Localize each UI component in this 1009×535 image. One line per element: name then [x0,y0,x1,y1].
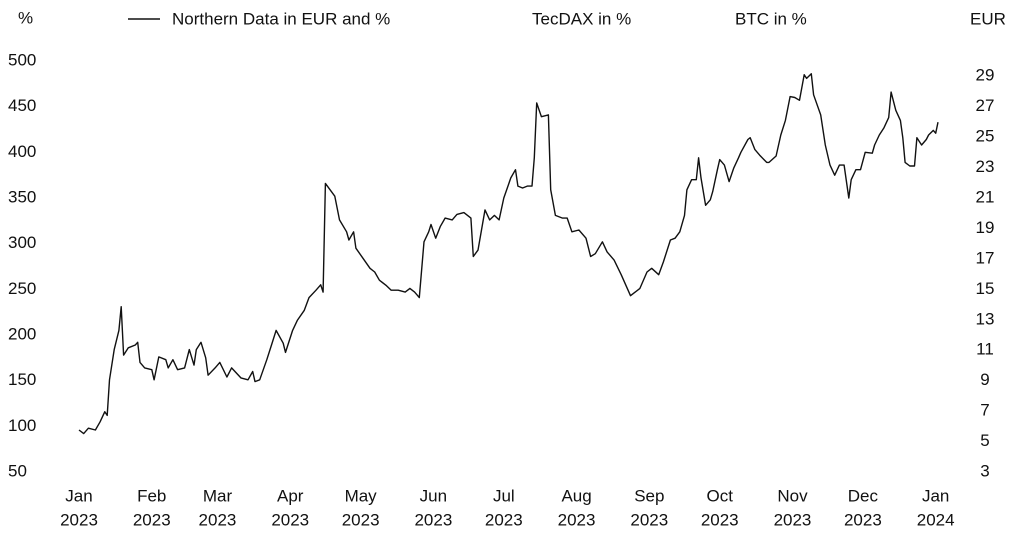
x-tick-year: 2023 [199,510,237,529]
x-tick-year: 2023 [133,510,171,529]
x-tick-label: Sep [634,486,664,505]
x-tick-label: Nov [777,486,808,505]
legend-label: BTC in % [735,9,807,28]
x-tick-year: 2023 [271,510,309,529]
x-tick-label: Feb [137,486,166,505]
x-tick-label: Mar [203,486,233,505]
y2-tick-label: 7 [980,401,989,420]
y-tick-label: 400 [8,142,36,161]
x-tick-label: Jan [65,486,92,505]
x-tick-year: 2023 [414,510,452,529]
x-tick-year: 2023 [630,510,668,529]
x-tick-label: Jun [420,486,447,505]
y-tick-label: 200 [8,324,36,343]
y2-tick-label: 17 [976,248,995,267]
y2-tick-label: 25 [976,127,995,146]
x-tick-label: Dec [848,486,879,505]
x-tick-label: Apr [277,486,304,505]
y2-tick-label: 27 [976,96,995,115]
y2-tick-label: 29 [976,66,995,85]
y-tick-label: 100 [8,416,36,435]
y-tick-label: 300 [8,233,36,252]
y-tick-label: 150 [8,370,36,389]
y2-tick-label: 19 [976,218,995,237]
x-tick-year: 2023 [701,510,739,529]
x-tick-label: Oct [707,486,734,505]
y-tick-label: 500 [8,50,36,69]
x-tick-year: 2024 [917,510,955,529]
x-tick-year: 2023 [774,510,812,529]
y2-tick-label: 9 [980,370,989,389]
y-axis-label: % [18,8,33,27]
y2-tick-label: 15 [976,279,995,298]
x-tick-year: 2023 [342,510,380,529]
x-tick-year: 2023 [844,510,882,529]
x-tick-label: May [345,486,378,505]
y-tick-label: 350 [8,187,36,206]
x-tick-label: Jan [922,486,949,505]
x-tick-year: 2023 [60,510,98,529]
y2-tick-label: 11 [976,340,994,359]
y-tick-label: 450 [8,96,36,115]
y2-tick-label: 23 [976,157,995,176]
data-line [78,73,939,435]
y-tick-label: 250 [8,279,36,298]
y2-tick-label: 21 [976,187,995,206]
y-tick-label: 50 [8,461,27,480]
y2-tick-label: 5 [980,431,989,450]
x-tick-label: Aug [561,486,591,505]
y2-tick-label: 13 [976,309,995,328]
legend-label: Northern Data in EUR and % [172,9,390,28]
legend-label: TecDAX in % [532,9,631,28]
y2-tick-label: 3 [980,461,989,480]
x-tick-year: 2023 [558,510,596,529]
y2-axis-label: EUR [970,9,1006,28]
x-tick-year: 2023 [485,510,523,529]
x-tick-label: Jul [493,486,515,505]
